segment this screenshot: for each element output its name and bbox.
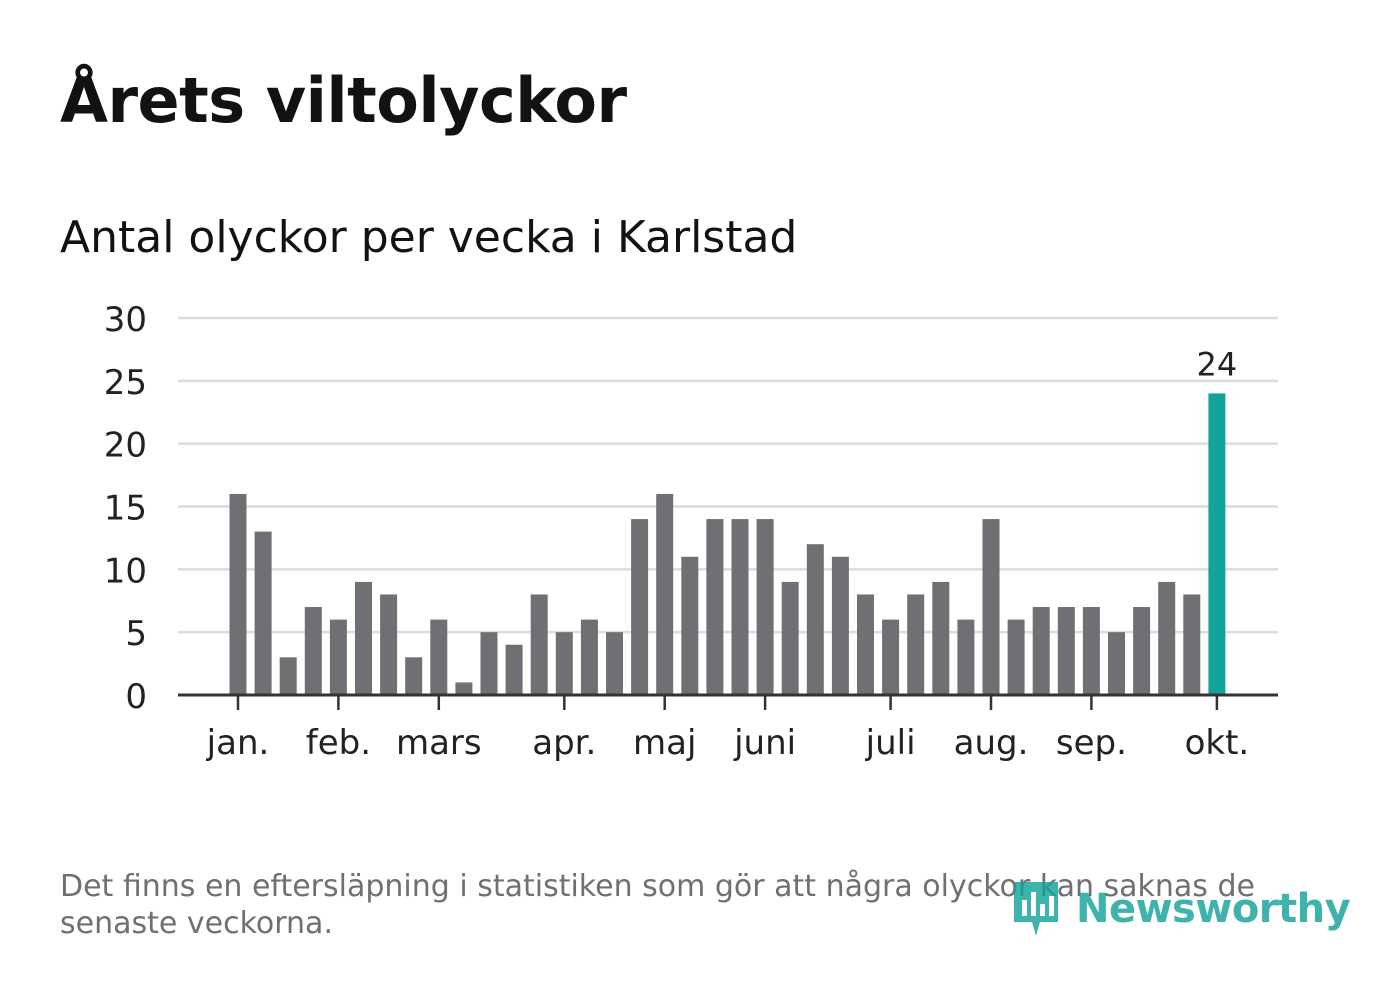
bar xyxy=(329,619,347,695)
y-tick-label: 5 xyxy=(125,614,147,654)
bar xyxy=(831,556,849,695)
bar xyxy=(982,519,1000,695)
bar xyxy=(1082,607,1100,695)
x-tick-label: aug. xyxy=(954,723,1029,763)
bar xyxy=(706,519,724,695)
data-label: 24 xyxy=(1197,345,1238,383)
x-tick-label: jan. xyxy=(206,723,270,763)
bar xyxy=(1158,581,1176,695)
bar xyxy=(932,581,950,695)
bar xyxy=(380,594,398,695)
y-tick-label: 0 xyxy=(125,677,147,717)
x-tick-label: okt. xyxy=(1185,723,1250,763)
bar xyxy=(405,657,423,695)
bar xyxy=(756,519,774,695)
chart-subtitle: Antal olyckor per vecka i Karlstad xyxy=(60,212,798,263)
bar xyxy=(1108,632,1125,695)
bar xyxy=(229,493,247,695)
bar xyxy=(857,594,874,695)
bar xyxy=(656,493,674,695)
bar xyxy=(555,632,573,695)
bar xyxy=(631,519,649,695)
bar xyxy=(731,519,749,695)
bar xyxy=(304,607,322,695)
bar xyxy=(455,682,473,695)
bar xyxy=(1032,607,1050,695)
y-tick-label: 20 xyxy=(104,426,147,466)
x-tick-label: maj xyxy=(633,723,696,763)
bar-chart: 0 5 10 15 20 25 30 24 jan. feb. mars apr. maj juni jul… xyxy=(104,300,1278,763)
bar xyxy=(480,632,498,695)
bar xyxy=(781,581,799,695)
x-tick-label: sep. xyxy=(1056,723,1127,763)
x-tick-label: feb. xyxy=(306,723,371,763)
bar xyxy=(530,594,548,695)
y-tick-label: 25 xyxy=(104,363,147,403)
x-tick-label: juni xyxy=(733,723,796,763)
bar xyxy=(806,544,824,695)
bar xyxy=(355,581,372,695)
bar xyxy=(505,644,523,695)
bar-chart-badge-icon xyxy=(1014,882,1058,936)
bar xyxy=(279,657,297,695)
bar xyxy=(1007,619,1025,695)
brand-logo: Newsworthy xyxy=(1010,878,1351,940)
chart-title: Årets viltolyckor xyxy=(60,64,627,137)
bar xyxy=(1133,607,1151,695)
bar xyxy=(681,556,699,695)
x-tick-label: mars xyxy=(396,723,482,763)
bar xyxy=(907,594,925,695)
brand-name: Newsworthy xyxy=(1076,886,1351,932)
bar xyxy=(580,619,598,695)
bar xyxy=(1057,607,1075,695)
bar xyxy=(1183,594,1201,695)
x-tick-label: juli xyxy=(865,723,916,763)
bar xyxy=(430,619,448,695)
y-tick-label: 10 xyxy=(104,551,147,591)
highlight-bar xyxy=(1208,393,1226,695)
y-tick-label: 30 xyxy=(104,300,147,340)
bar xyxy=(882,619,900,695)
y-tick-label: 15 xyxy=(104,489,147,529)
bar xyxy=(254,531,272,695)
bar xyxy=(957,619,975,695)
x-tick-label: apr. xyxy=(532,723,596,763)
bar xyxy=(606,632,623,695)
